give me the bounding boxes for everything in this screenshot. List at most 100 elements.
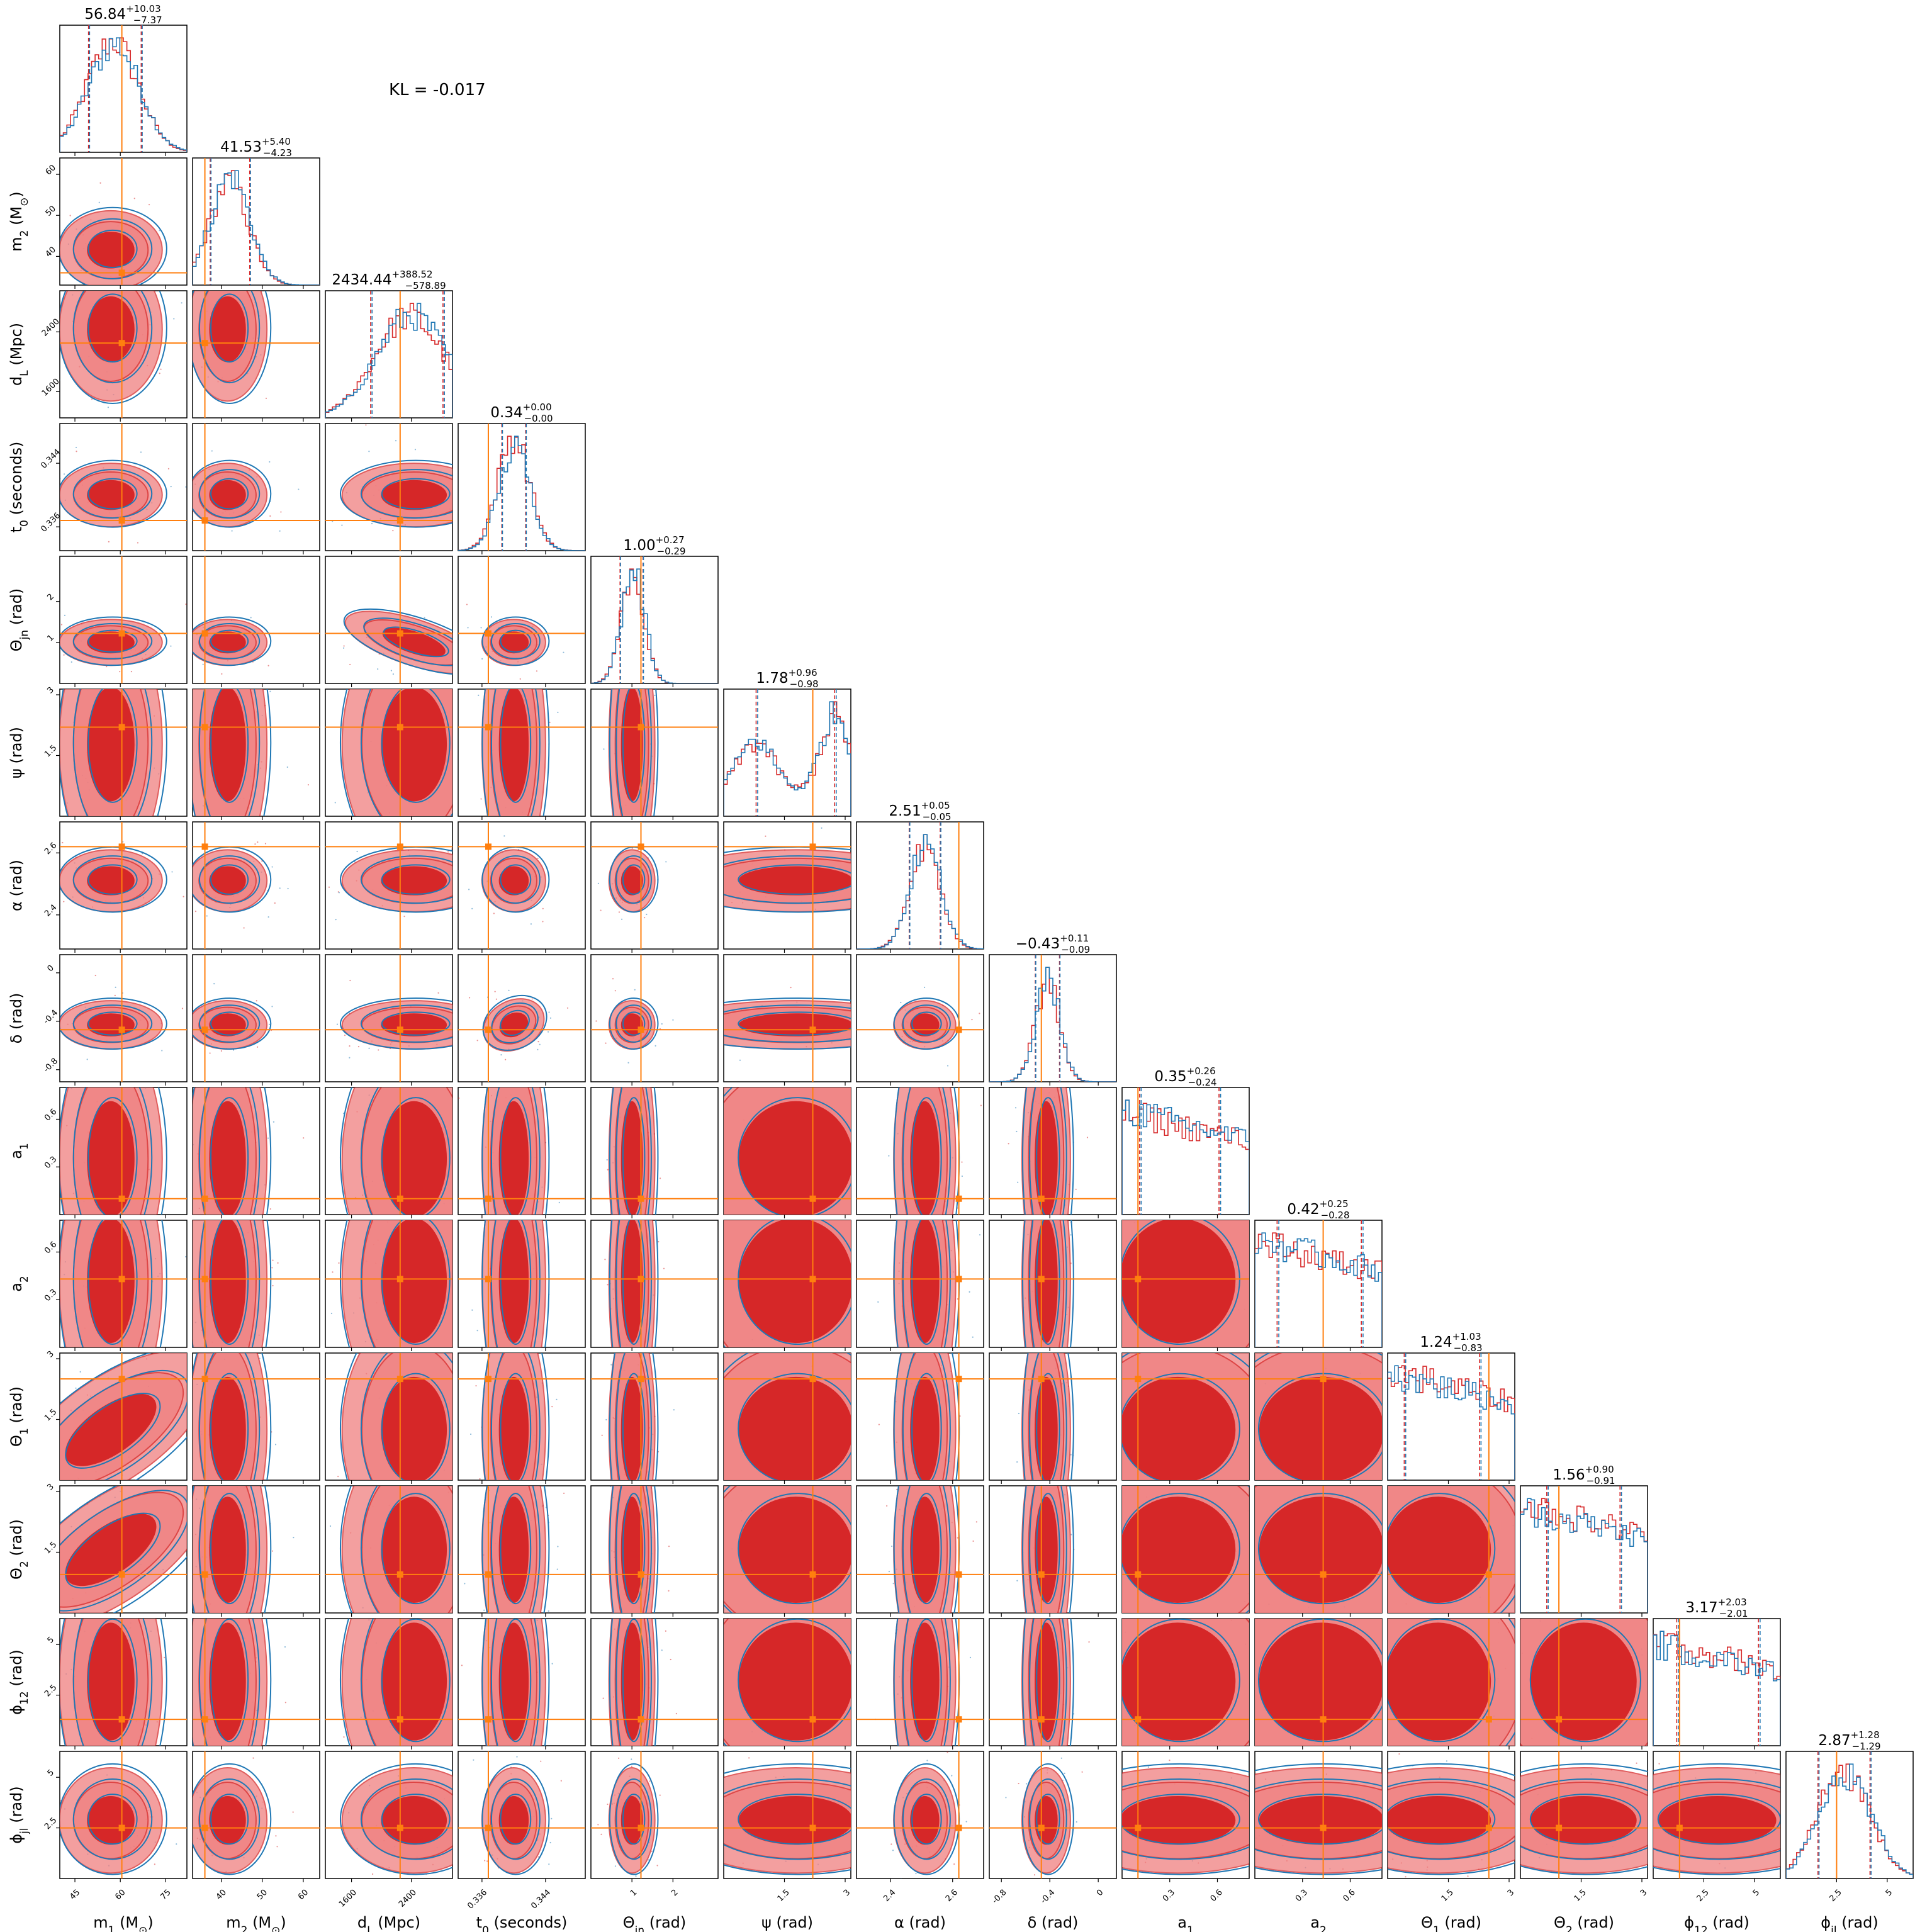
sample-point [1299,1748,1300,1749]
contour-outline [622,1011,646,1036]
contour-outline [193,616,272,666]
sample-point [356,850,358,853]
injection-marker [809,1026,816,1033]
panel-m2-psi [192,688,320,820]
sample-point [280,511,282,513]
injection-marker [118,269,125,276]
contour-outline [1036,1493,1060,1605]
sample-point [271,866,273,868]
sample-point [890,1843,892,1845]
contour-level [738,1376,851,1480]
sample-point [1398,1753,1400,1755]
param-title: 0.35+0.26 −0.24 [1154,1065,1216,1088]
panel-delta-phi_jl: -0.8 -0.4 0 δ (rad) [989,1751,1117,1931]
sample-point [627,1062,629,1064]
sample-point [602,1697,604,1699]
sample-point [853,1182,855,1183]
sample-point [220,1050,222,1052]
injection-marker [485,1026,491,1033]
sample-point [971,1019,973,1021]
injection-marker [955,1824,962,1831]
contour-outline [60,291,167,404]
x-tick-label: 3 [842,1888,852,1898]
sample-point [368,1047,370,1049]
sample-point [896,1488,898,1490]
contour-outline [60,997,167,1050]
sample-point [673,1409,675,1411]
contour-outline [340,1486,352,1613]
injection-marker [118,1571,125,1578]
sample-point [605,1418,607,1421]
contour-outline [1529,1619,1641,1743]
sample-point [267,665,269,666]
sample-point [407,1215,408,1216]
contour-outline [198,1778,261,1860]
x-axis-label: m1 (M⊙) [93,1914,154,1932]
sample-point [70,661,72,663]
hist-panel-dL: 2434.44+388.52 −578.89 [325,269,453,422]
injection-marker [201,630,208,637]
sample-point [0,1196,1,1198]
injection-marker [485,1276,491,1283]
contour-level [738,1622,851,1741]
sample-point [854,1665,855,1666]
sample-point [107,407,110,408]
injection-marker [118,724,125,731]
panel-alpha-delta [856,954,984,1086]
histogram-step [193,170,320,285]
panel-m1-t0: 0.336 0.344 t0 (seconds) [8,423,188,554]
panel-m2-a2 [192,1220,320,1351]
sample-point [542,921,544,923]
contour-outline [500,1794,532,1845]
contour-outline [1022,1087,1074,1215]
param-title: 0.42+0.25 −0.28 [1287,1198,1349,1221]
sample-point [231,530,233,532]
sample-point [658,1241,660,1243]
contour-outline [72,1778,153,1860]
sample-point [1088,1641,1090,1643]
panel-m1-phi_jl: 45 60 75 2.5 5 ϕjl (rad) m1 (M⊙) [8,1751,188,1932]
contour-level [209,1376,246,1480]
sample-point [330,1312,333,1315]
sample-point [1336,1746,1337,1748]
sample-point [852,1758,853,1760]
contour-outline [210,1373,249,1480]
panel-delta-theta1 [989,1352,1117,1484]
contour-outline [491,1002,539,1043]
sample-point [634,989,636,991]
x-tick-label: 1.5 [776,1888,792,1904]
panel-m1-theta2: 1.5 3 Θ2 (rad) [8,1482,188,1617]
y-axis-label: a1 [8,1143,31,1159]
sample-point [509,1083,510,1084]
contour-outline [340,459,452,528]
x-tick-label: 1600 [337,1888,359,1909]
sample-point [357,1046,360,1048]
sample-point [277,1262,279,1264]
sample-point [597,882,599,885]
x-tick-label: 45 [68,1888,82,1902]
y-tick-label: 2400 [40,317,62,339]
panel-theta1-phi_jl: 1.5 3Θ1 (rad) [1387,1751,1516,1932]
panel-t0-delta [458,954,586,1086]
sample-point [719,1303,721,1304]
contour-outline [738,1619,851,1743]
x-axis-label: δ (rad) [1028,1914,1079,1931]
y-tick-label: 0.3 [43,1288,59,1303]
contour-outline [490,623,541,660]
sample-point [1251,1821,1252,1822]
sample-point [478,694,480,696]
panel-m1-a2: 0.3 0.6 a2 [0,1196,188,1351]
panel-m2-alpha [192,821,320,953]
sample-point [853,1040,854,1041]
sample-point [27,856,28,858]
sample-point [894,1614,896,1615]
sample-point [606,1159,608,1161]
sample-point [79,1371,81,1373]
panel-dL-a2 [325,1220,453,1351]
sample-point [665,861,667,863]
contour-level [738,1497,851,1603]
injection-marker [118,517,125,524]
sample-point [250,617,252,619]
sample-point [188,1457,189,1458]
contour-outline [1036,1097,1060,1215]
